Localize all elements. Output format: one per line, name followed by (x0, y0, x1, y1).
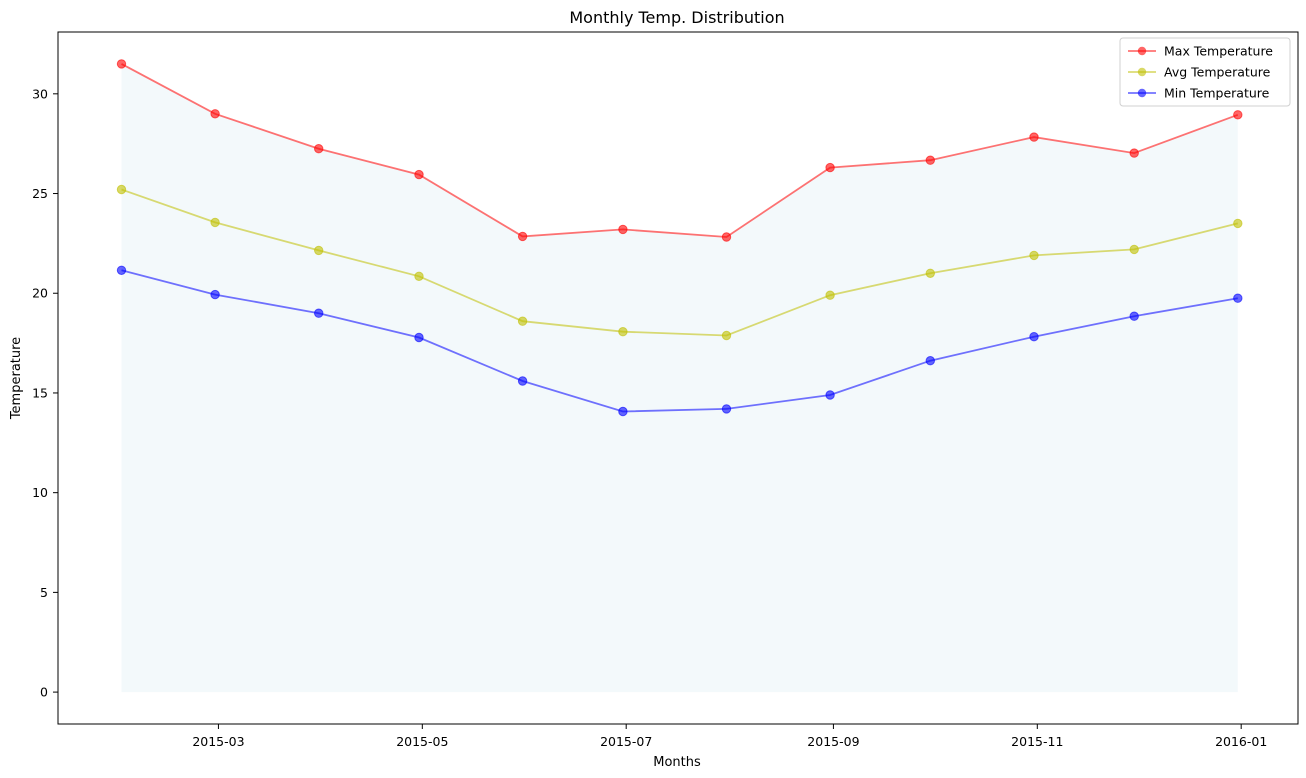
y-tick-label: 20 (32, 286, 48, 301)
y-tick-label: 25 (32, 186, 48, 201)
series-1 (116, 184, 1243, 341)
data-point (618, 224, 628, 235)
legend-label: Max Temperature (1164, 44, 1273, 59)
data-point (1233, 110, 1243, 120)
data-point (925, 155, 935, 165)
data-point (825, 390, 835, 400)
fill-area (121, 63, 1238, 693)
x-tick-label: 2015-09 (807, 734, 859, 749)
data-point (1029, 332, 1039, 342)
data-point (314, 144, 324, 154)
y-axis-label: Temperature (9, 337, 24, 420)
legend-label: Min Temperature (1164, 86, 1270, 101)
data-point (210, 109, 220, 119)
x-tick-label: 2016-01 (1215, 734, 1267, 749)
series-group (116, 59, 1243, 417)
series-line (121, 188, 1239, 337)
legend-item: Max Temperature (1128, 44, 1273, 59)
data-point (1029, 250, 1039, 261)
chart-title: Monthly Temp. Distribution (569, 8, 784, 27)
x-tick-label: 2015-05 (396, 734, 448, 749)
legend-item: Avg Temperature (1128, 65, 1271, 80)
data-point (116, 265, 127, 275)
legend-swatch-marker (1137, 67, 1147, 77)
data-point (116, 184, 127, 195)
data-point (825, 290, 835, 300)
y-tick-label: 15 (32, 385, 48, 400)
data-point (414, 169, 424, 180)
data-point (925, 356, 935, 366)
data-point (1129, 311, 1139, 321)
data-point (721, 330, 732, 341)
y-tick-label: 0 (40, 685, 48, 700)
y-tick-label: 10 (32, 485, 48, 500)
data-point (721, 404, 732, 414)
series-line (121, 63, 1239, 238)
x-axis: 2015-03 2015-05 2015-07 2015-09 2015-11 2016-… (192, 724, 1267, 749)
x-tick-label: 2015-11 (1011, 734, 1063, 749)
y-axis: 0 5 10 15 20 25 30 (32, 86, 58, 700)
x-axis-label: Months (653, 755, 701, 770)
data-point (517, 376, 528, 386)
data-point (210, 217, 220, 228)
data-point (825, 162, 835, 173)
x-tick-label: 2015-03 (192, 734, 244, 749)
data-point (925, 268, 935, 278)
data-point (517, 231, 528, 242)
legend-swatch-marker (1137, 88, 1147, 98)
data-point (1233, 293, 1243, 303)
data-point (1129, 148, 1139, 158)
plot-frame (57, 31, 1299, 725)
series-2 (116, 265, 1243, 417)
legend: Max Temperature Avg Temperature Min Temper… (1119, 37, 1291, 107)
series-0 (116, 59, 1243, 242)
data-point (1129, 244, 1139, 255)
data-point (517, 316, 528, 326)
data-point (1233, 218, 1243, 229)
y-tick-label: 5 (40, 585, 48, 600)
data-point (721, 232, 732, 242)
data-point (314, 308, 324, 318)
legend-frame (1119, 37, 1291, 107)
data-point (210, 289, 220, 300)
legend-label: Avg Temperature (1164, 65, 1271, 80)
data-point (618, 406, 628, 417)
series-line (121, 269, 1238, 413)
y-tick-label: 30 (32, 86, 48, 101)
data-point (1029, 132, 1039, 142)
data-point (116, 59, 127, 69)
data-point (414, 271, 424, 281)
data-point (414, 332, 424, 343)
legend-item: Min Temperature (1128, 86, 1270, 101)
x-tick-label: 2015-07 (600, 734, 652, 749)
fill-area-polygon (121, 63, 1238, 693)
data-point (618, 327, 628, 337)
legend-swatch-marker (1137, 46, 1147, 56)
data-point (314, 245, 324, 256)
